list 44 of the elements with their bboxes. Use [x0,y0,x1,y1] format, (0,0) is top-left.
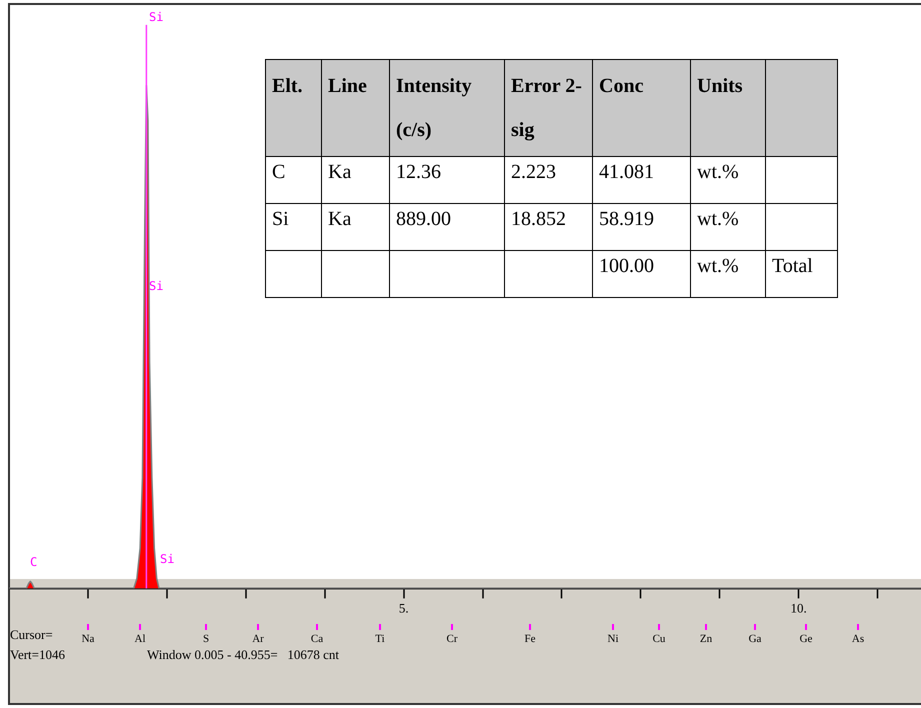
text: wt.% [697,208,739,230]
category-label: Elt. [266,60,322,156]
text: Cursor= [10,627,53,643]
text: 58.919 [599,208,654,230]
category-label: Units [690,60,766,156]
text: S [202,633,210,645]
text: 41.081 [599,161,654,183]
category-label: Intensity (c/s) [390,60,504,156]
text: Ti [375,633,385,645]
text: Zn [700,633,712,645]
text: Window 0.005 - 40.955= 10678 cnt [147,647,340,663]
category-label: Line [322,60,390,156]
text: 2.223 [511,161,556,183]
text: Vert=1046 [10,647,65,663]
text: Ka [328,208,352,230]
text: Si [149,10,164,24]
text: Ga [748,633,762,645]
annotation: Si [149,279,164,293]
text: Al [134,633,146,645]
text: Cr [446,633,458,645]
annotation: Si [160,552,174,566]
text: Na [82,633,94,645]
text: As [852,633,864,645]
text: 12.36 [396,161,441,183]
text: 18.852 [511,208,566,230]
text: Fe [524,633,536,645]
text: Ka [328,161,352,183]
category-label: Conc [592,60,690,156]
text: Si [272,208,289,230]
text: Cu [652,633,666,645]
text: C [272,161,286,183]
text: 889.00 [396,208,451,230]
text: Ni [608,633,618,645]
category-label: Error 2-sig [504,60,592,156]
text: Ar [252,633,264,645]
annotation: C [30,555,38,569]
text: Total [772,255,813,277]
text: wt.% [697,161,739,183]
text: Ca [310,633,324,645]
text: 100.00 [599,255,654,277]
text: Ge [800,633,812,645]
x-tick-label: 5. [398,600,409,616]
x-tick-label: 10. [790,600,807,616]
text: wt.% [697,255,739,277]
